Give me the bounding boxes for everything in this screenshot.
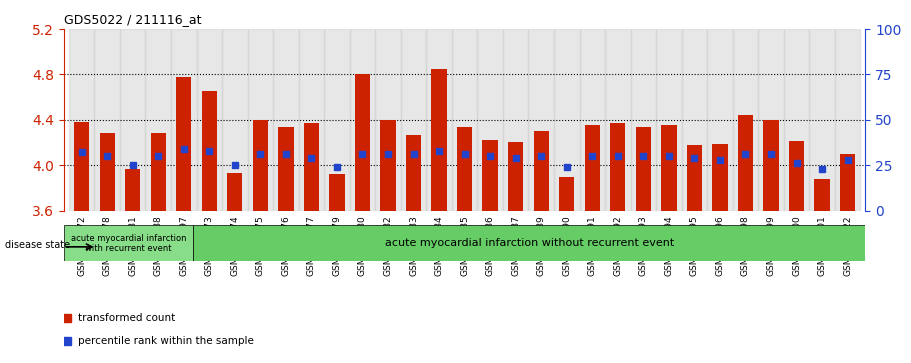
Bar <box>171 29 197 211</box>
FancyBboxPatch shape <box>64 225 193 261</box>
Bar <box>763 120 779 211</box>
Bar <box>125 168 140 211</box>
Text: acute myocardial infarction
with recurrent event: acute myocardial infarction with recurre… <box>71 233 186 253</box>
Bar <box>809 29 834 211</box>
Bar <box>252 120 268 211</box>
Bar <box>197 29 222 211</box>
Bar <box>681 29 707 211</box>
Bar <box>630 29 656 211</box>
Bar <box>381 120 395 211</box>
Bar <box>150 133 166 211</box>
Bar <box>554 29 579 211</box>
Bar <box>375 29 401 211</box>
Bar <box>758 29 783 211</box>
Bar <box>99 133 115 211</box>
Bar <box>661 126 677 211</box>
Bar <box>146 29 171 211</box>
Text: percentile rank within the sample: percentile rank within the sample <box>78 336 254 346</box>
Text: disease state: disease state <box>5 240 69 250</box>
Bar <box>636 127 651 211</box>
Bar <box>401 29 426 211</box>
Bar <box>329 174 344 211</box>
Bar <box>74 122 89 211</box>
Bar <box>95 29 120 211</box>
Bar <box>840 154 855 211</box>
Bar <box>406 135 421 211</box>
Bar <box>350 29 375 211</box>
Bar <box>789 141 804 211</box>
Bar <box>176 77 191 211</box>
Bar <box>201 91 217 211</box>
Bar <box>814 179 830 211</box>
Bar <box>222 29 248 211</box>
Bar <box>605 29 630 211</box>
Bar <box>278 127 293 211</box>
Bar <box>783 29 809 211</box>
Bar <box>426 29 452 211</box>
FancyBboxPatch shape <box>193 225 865 261</box>
Bar <box>354 74 370 211</box>
Bar <box>273 29 299 211</box>
Bar <box>707 29 732 211</box>
Bar <box>477 29 503 211</box>
Bar <box>534 131 548 211</box>
Bar <box>834 29 860 211</box>
Bar <box>303 123 319 211</box>
Bar <box>432 69 446 211</box>
Bar <box>712 144 728 211</box>
Bar <box>508 142 523 211</box>
Bar <box>559 176 575 211</box>
Bar <box>579 29 605 211</box>
Bar <box>324 29 350 211</box>
Bar <box>452 29 477 211</box>
Bar <box>299 29 324 211</box>
Bar <box>248 29 273 211</box>
Bar <box>227 173 242 211</box>
Bar <box>656 29 681 211</box>
Text: GDS5022 / 211116_at: GDS5022 / 211116_at <box>64 13 201 26</box>
Bar <box>457 127 472 211</box>
Bar <box>687 145 702 211</box>
Bar <box>732 29 758 211</box>
Bar <box>120 29 146 211</box>
Bar <box>528 29 554 211</box>
Bar <box>503 29 528 211</box>
Bar <box>69 29 95 211</box>
Bar <box>610 123 626 211</box>
Bar <box>483 140 497 211</box>
Text: acute myocardial infarction without recurrent event: acute myocardial infarction without recu… <box>384 238 674 248</box>
Bar <box>585 126 600 211</box>
Text: transformed count: transformed count <box>78 313 176 323</box>
Bar <box>738 115 753 211</box>
